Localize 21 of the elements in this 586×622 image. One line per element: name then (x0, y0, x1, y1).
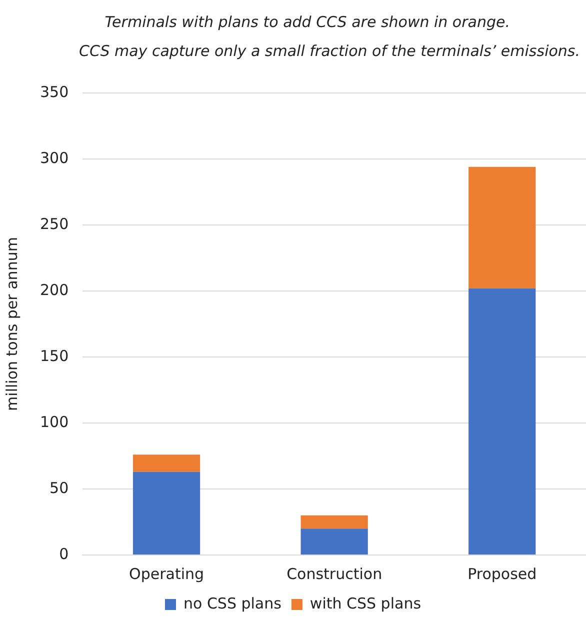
y-tick-label: 150 (40, 346, 69, 365)
y-tick-label: 250 (40, 214, 69, 233)
bar (132, 454, 200, 472)
y-tick-label: 200 (40, 280, 69, 299)
bar (468, 288, 536, 554)
legend-label: no CSS plans (183, 594, 282, 612)
y-tick-label: 300 (40, 148, 69, 167)
x-tick-label: Construction (286, 564, 382, 583)
x-tick-label: Proposed (468, 564, 537, 583)
bar (300, 515, 368, 529)
bar (468, 166, 536, 288)
y-tick-label: 50 (50, 478, 69, 497)
y-axis-title: million tons per annum (2, 237, 21, 411)
y-tick-label: 350 (40, 82, 69, 101)
y-tick-label: 100 (40, 412, 69, 431)
chart-subtitle: Terminals with plans to add CCS are shown in orange. CCS may capture only a small fraction of the terminals’ emissions. (78, 12, 580, 62)
bar (132, 472, 200, 554)
bar (300, 528, 368, 554)
x-tick-label: Operating (129, 564, 204, 583)
y-tick-label: 0 (59, 544, 69, 563)
legend-label: with CSS plans (310, 594, 422, 612)
